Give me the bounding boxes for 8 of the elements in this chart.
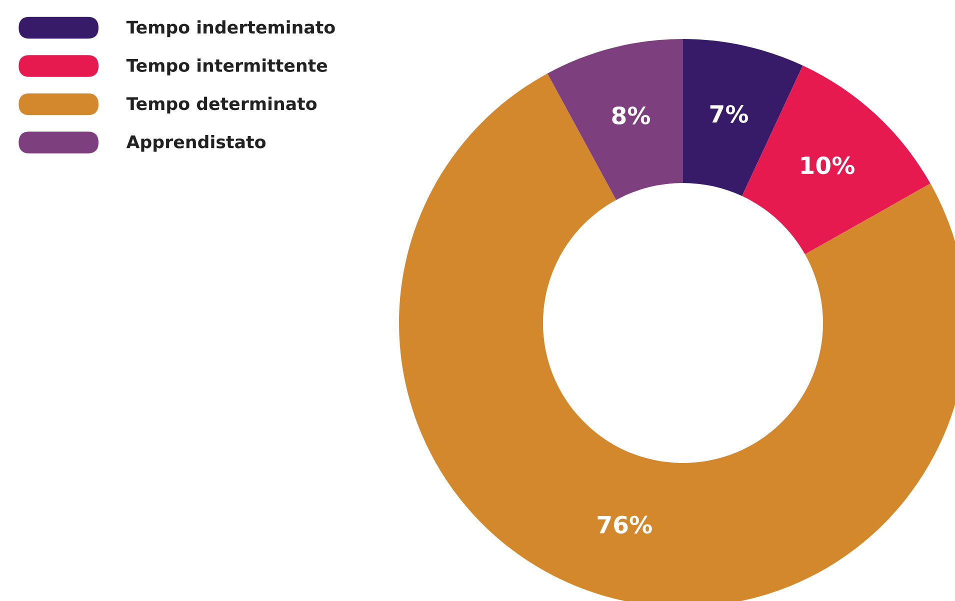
- data-label: 8%: [612, 106, 650, 124]
- data-label: 10%: [801, 156, 854, 174]
- legend-label: Apprendistato: [126, 134, 266, 152]
- data-label: 76%: [598, 516, 652, 534]
- data-label: 7%: [710, 104, 748, 123]
- legend-label: Tempo determinato: [126, 96, 317, 114]
- legend-label: Tempo inderteminato: [126, 20, 335, 38]
- legend-label: Tempo intermittente: [126, 58, 328, 76]
